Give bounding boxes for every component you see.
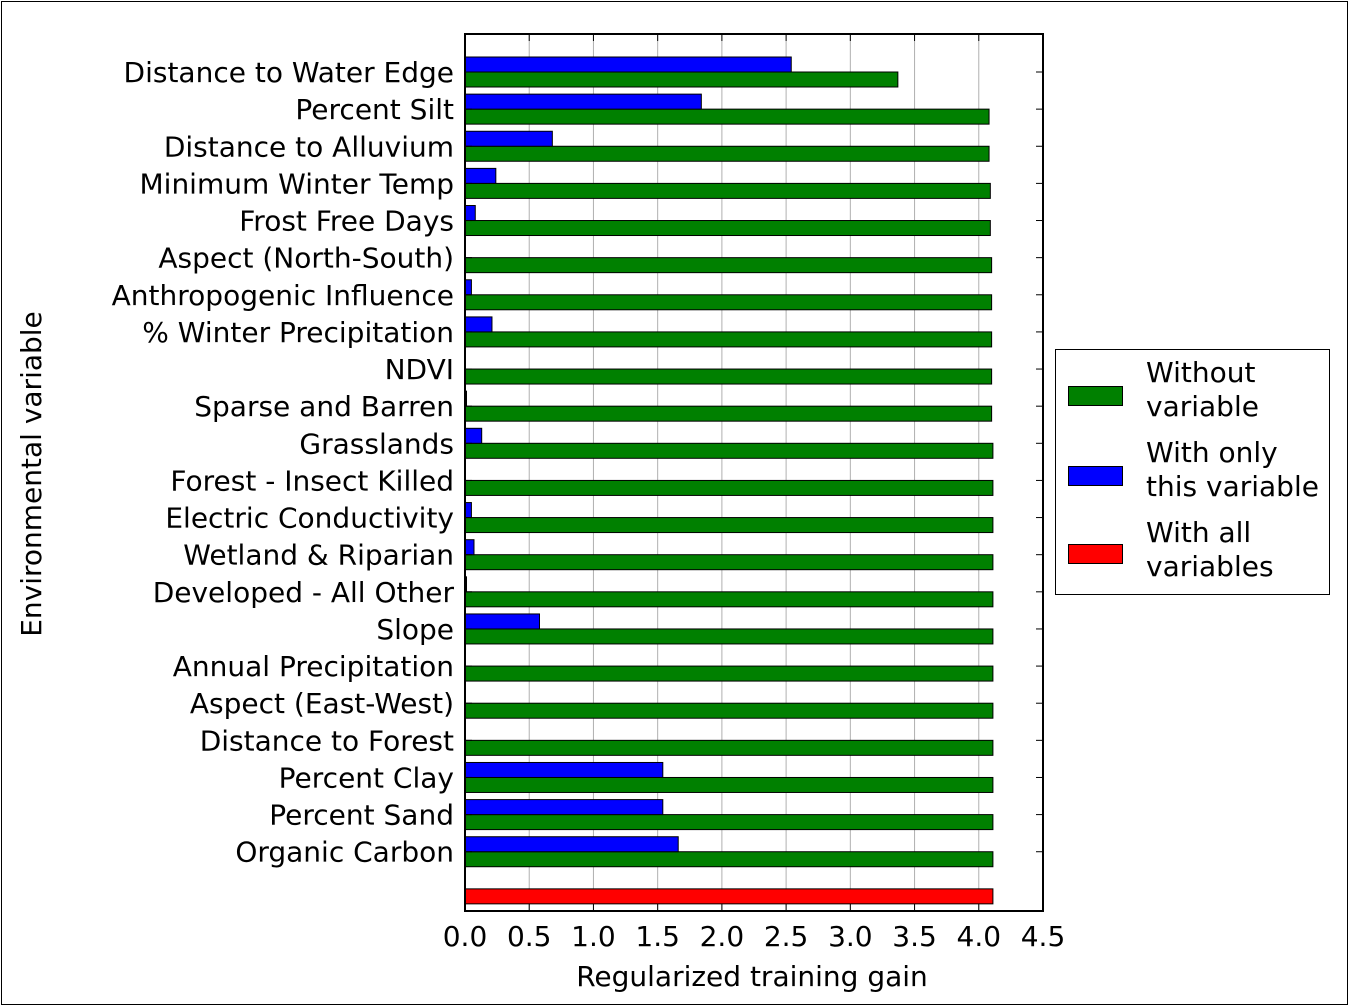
bar-without-variable: [464, 851, 994, 868]
x-tick-label: 3.0: [828, 920, 873, 953]
category-label: Minimum Winter Temp: [140, 167, 455, 200]
legend-label: With only this variable: [1146, 436, 1319, 503]
x-tick-label: 0.0: [443, 920, 488, 953]
x-axis-label: Regularized training gain: [576, 960, 928, 993]
bar-with-only-this-variable: [464, 539, 475, 556]
bar-without-variable: [464, 814, 994, 831]
bar-without-variable: [464, 739, 994, 756]
bar-with-only-this-variable: [464, 761, 664, 778]
bar-with-only-this-variable: [464, 613, 540, 630]
category-label: % Winter Precipitation: [142, 316, 454, 349]
category-label: Developed - All Other: [153, 576, 455, 609]
bar-without-variable: [464, 182, 991, 199]
bar-without-variable: [464, 108, 990, 125]
bar-without-variable: [464, 220, 991, 237]
bar-with-only-this-variable: [464, 56, 792, 73]
bar-with-only-this-variable: [464, 799, 664, 816]
bar-with-only-this-variable: [464, 316, 493, 333]
bar-with-all-variables: [464, 888, 994, 905]
bar-without-variable: [464, 665, 994, 682]
bar-without-variable: [464, 554, 994, 571]
x-tick-label: 2.5: [764, 920, 809, 953]
bar-without-variable: [464, 776, 994, 793]
legend-label: Without variable: [1146, 356, 1259, 423]
bar-with-only-this-variable: [464, 427, 483, 444]
plot-area-border: [464, 33, 1044, 912]
bar-with-only-this-variable: [464, 836, 679, 853]
bar-without-variable: [464, 479, 994, 496]
category-label: Percent Sand: [269, 799, 454, 832]
y-axis-category-labels: Distance to Water Edge Percent Silt Distan…: [112, 56, 1043, 869]
x-tick-label: 4.5: [1021, 920, 1066, 953]
bar-without-variable: [464, 628, 994, 645]
bar-with-only-this-variable: [464, 167, 497, 184]
bar-without-variable: [464, 405, 993, 422]
bar-with-only-this-variable: [464, 130, 553, 147]
category-label: Anthropogenic Influence: [112, 279, 454, 312]
bar-without-variable: [464, 591, 994, 608]
x-tick-label: 1.5: [635, 920, 680, 953]
bar-without-variable: [464, 145, 990, 162]
bar-without-variable: [464, 442, 994, 459]
bar-with-only-this-variable: [464, 93, 702, 110]
bar-without-variable: [464, 702, 994, 719]
bars: [464, 56, 994, 905]
bar-without-variable: [464, 517, 994, 534]
category-label: Grasslands: [299, 427, 454, 460]
category-label: Distance to Alluvium: [164, 130, 454, 163]
y-axis-label: Environmental variable: [15, 311, 48, 637]
x-tick-label: 1.0: [571, 920, 616, 953]
category-label: Distance to Water Edge: [124, 56, 454, 89]
x-tick-label: 0.5: [507, 920, 552, 953]
category-label: Electric Conductivity: [165, 502, 454, 535]
x-tick-label: 2.0: [700, 920, 745, 953]
x-tick-label: 3.5: [892, 920, 937, 953]
category-label: Slope: [376, 613, 454, 646]
legend-label: With all variables: [1146, 516, 1274, 583]
legend-swatch-blue: [1068, 466, 1123, 486]
bar-with-only-this-variable: [464, 205, 476, 222]
legend-swatch-red: [1068, 544, 1123, 564]
legend-swatch-green: [1068, 386, 1123, 406]
x-tick-label: 4.0: [957, 920, 1002, 953]
bar-without-variable: [464, 257, 993, 274]
category-label: Frost Free Days: [239, 205, 454, 238]
bar-without-variable: [464, 294, 993, 311]
category-label: Percent Clay: [279, 761, 454, 794]
category-label: Aspect (North-South): [158, 242, 454, 275]
bar-without-variable: [464, 331, 993, 348]
category-label: Annual Precipitation: [173, 650, 454, 683]
bar-without-variable: [464, 71, 899, 88]
category-label: Wetland & Riparian: [183, 539, 454, 572]
category-label: NDVI: [385, 353, 454, 386]
legend: Without variable With only this variable…: [1055, 349, 1330, 595]
category-label: Forest - Insect Killed: [170, 464, 454, 497]
category-label: Distance to Forest: [200, 724, 454, 757]
category-label: Organic Carbon: [235, 836, 454, 869]
x-axis-ticks: 0.0 0.5 1.0 1.5 2.0 2.5 3.0 3.5 4.0 4.5: [443, 34, 1066, 953]
category-label: Percent Silt: [295, 93, 454, 126]
category-label: Aspect (East-West): [190, 687, 454, 720]
category-label: Sparse and Barren: [194, 390, 454, 423]
bar-without-variable: [464, 368, 993, 385]
